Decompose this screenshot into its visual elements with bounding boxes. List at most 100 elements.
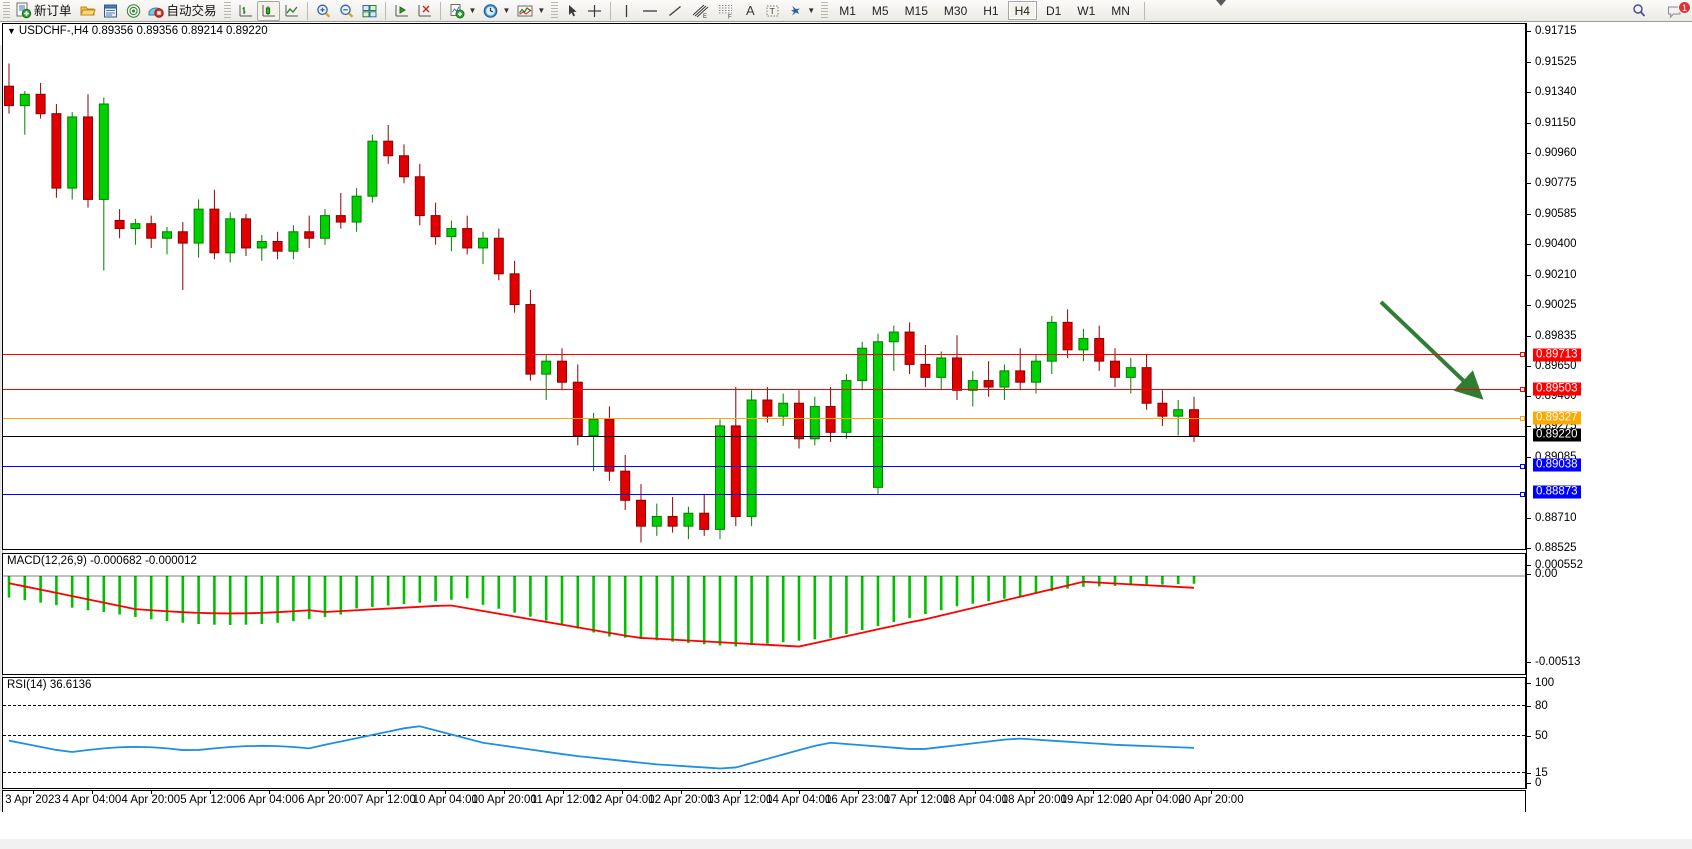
auto-scroll-icon (418, 4, 431, 16)
chevron-down-icon[interactable]: ▼ (468, 6, 477, 15)
vertical-line-tool[interactable] (615, 1, 637, 21)
horizontal-line-icon (643, 9, 658, 12)
toolbar-grip-2[interactable] (223, 2, 231, 19)
chevron-down-icon-3[interactable]: ▼ (537, 6, 546, 15)
time-tick (739, 791, 741, 794)
cursor-tool[interactable] (561, 1, 583, 21)
line-chart-button[interactable] (280, 1, 303, 21)
level-handle[interactable] (1520, 416, 1525, 421)
time-tick (327, 791, 329, 794)
level-line-support-2[interactable] (3, 492, 1525, 497)
search-button[interactable] (1628, 1, 1651, 21)
bar-chart-button[interactable] (234, 1, 257, 21)
chart-shift-icon (395, 4, 408, 16)
toolbar-grip-4[interactable] (821, 2, 829, 19)
level-handle[interactable] (1520, 387, 1525, 392)
time-axis-label: 12 Apr 20:00 (648, 794, 714, 806)
time-tick (975, 791, 977, 794)
chevron-down-icon-4[interactable]: ▼ (807, 6, 816, 15)
indicator-add-icon (450, 3, 465, 18)
indicators-button[interactable]: ▼ (445, 1, 480, 21)
candlestick-chart-button[interactable] (256, 0, 280, 21)
templates-button[interactable]: ▼ (513, 1, 548, 21)
price-axis[interactable]: 0.91715 0.91525 0.91340 0.91150 0.90960 0.907… (1526, 23, 1692, 789)
new-order-icon (16, 2, 32, 19)
price-chart-pane[interactable]: ▼ USDCHF-,H4 0.89356 0.89356 0.89214 0.89… (2, 23, 1526, 550)
text-label-tool[interactable]: T (761, 1, 784, 21)
price-tag-current-price[interactable]: 0.89220 (1533, 428, 1581, 442)
price-tag-resistance-1[interactable]: 0.89713 (1533, 348, 1581, 362)
price-tick-label: 0.89650 (1535, 359, 1577, 372)
tab-h4[interactable]: H4 (1007, 1, 1037, 20)
new-order-button[interactable]: 新订单 (13, 1, 76, 21)
level-line-entry[interactable] (3, 416, 1525, 421)
periods-button[interactable]: ▼ (479, 1, 513, 21)
navigator-icon (126, 3, 140, 18)
level-line-resistance-1[interactable] (3, 352, 1525, 357)
time-axis[interactable]: 3 Apr 2023 4 Apr 04:00 4 Apr 20:00 5 Apr 12… (2, 790, 1526, 812)
indicator-tick-label: 100 (1535, 677, 1555, 689)
price-tick-label: 0.90585 (1535, 208, 1577, 221)
shapes-tool[interactable]: ▼ (784, 1, 818, 21)
trendline-icon (669, 5, 682, 16)
price-tag-support-2[interactable]: 0.88873 (1533, 485, 1581, 499)
price-tick (1527, 548, 1531, 549)
horizontal-line-tool[interactable] (637, 1, 663, 21)
equidistant-channel-tool[interactable]: E (687, 1, 713, 21)
level-handle[interactable] (1520, 352, 1525, 357)
new-order-label: 新订单 (34, 3, 72, 18)
chart-workspace[interactable]: ▼ USDCHF-,H4 0.89356 0.89356 0.89214 0.89… (0, 22, 1692, 849)
tab-w1[interactable]: W1 (1077, 3, 1096, 18)
auto-trading-button[interactable]: 自动交易 (145, 1, 221, 21)
tab-m30[interactable]: M30 (943, 3, 968, 18)
tab-h1[interactable]: H1 (983, 3, 999, 18)
tab-d1[interactable]: D1 (1045, 3, 1062, 18)
zoom-out-button[interactable] (335, 1, 358, 21)
tab-m15[interactable]: M15 (904, 3, 928, 18)
price-tick (1527, 365, 1531, 367)
indicator-tick (1527, 783, 1531, 784)
text-tool[interactable]: A (739, 1, 761, 21)
level-handle[interactable] (1520, 464, 1525, 469)
market-watch-button[interactable] (76, 1, 99, 21)
auto-scroll-button[interactable] (413, 1, 436, 21)
time-axis-label: 17 Apr 12:00 (883, 794, 950, 806)
time-tick (1034, 791, 1036, 794)
time-tick (916, 791, 918, 794)
fibonacci-tool[interactable]: F (713, 1, 739, 21)
trendline-tool[interactable] (663, 1, 687, 21)
price-tick (1527, 335, 1531, 337)
chart-shift-button[interactable] (390, 1, 413, 21)
time-axis-label: 11 Apr 12:00 (530, 794, 596, 806)
price-tag-resistance-2[interactable]: 0.89503 (1533, 382, 1581, 396)
autotrading-icon (148, 6, 164, 18)
collapse-chevron-icon[interactable]: ▼ (7, 26, 16, 36)
chevron-down-icon-2[interactable]: ▼ (502, 6, 511, 15)
price-tag-entry-level[interactable]: 0.89327 (1533, 411, 1581, 425)
navigator-button[interactable] (122, 1, 145, 21)
macd-pane[interactable]: MACD(12,26,9) -0.000682 -0.000012 (2, 553, 1526, 675)
zoom-in-button[interactable] (312, 1, 335, 21)
level-handle[interactable] (1520, 492, 1525, 497)
price-tag-support-1[interactable]: 0.89038 (1533, 458, 1581, 472)
tile-windows-button[interactable] (358, 1, 381, 21)
crosshair-tool[interactable] (583, 1, 606, 21)
price-tick-label: 0.90025 (1535, 298, 1577, 311)
crosshair-icon (588, 4, 602, 17)
time-axis-label: 10 Apr 20:00 (471, 794, 537, 806)
folder-yellow-icon (79, 6, 96, 15)
time-tick (504, 791, 506, 794)
macd-series (3, 575, 1525, 648)
tab-m5[interactable]: M5 (871, 3, 889, 18)
messages-button[interactable]: 1 (1663, 1, 1691, 21)
toolbar-grip[interactable] (3, 2, 10, 19)
text-icon: A (745, 3, 755, 18)
tab-mn[interactable]: MN (1111, 3, 1130, 18)
tab-m1[interactable]: M1 (839, 3, 856, 18)
rsi-pane[interactable]: RSI(14) 36.6136 (2, 677, 1526, 789)
indicator-tick (1527, 736, 1531, 737)
level-line-resistance-2[interactable] (3, 387, 1525, 392)
toolbar-grip-3[interactable] (551, 2, 559, 19)
level-line-support-1[interactable] (3, 464, 1525, 469)
data-window-button[interactable] (99, 1, 122, 21)
